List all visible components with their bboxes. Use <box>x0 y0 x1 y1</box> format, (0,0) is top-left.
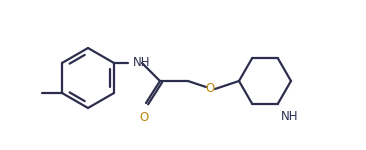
Text: O: O <box>205 82 214 96</box>
Text: NH: NH <box>133 57 150 69</box>
Text: O: O <box>139 111 149 124</box>
Text: NH: NH <box>281 110 299 123</box>
